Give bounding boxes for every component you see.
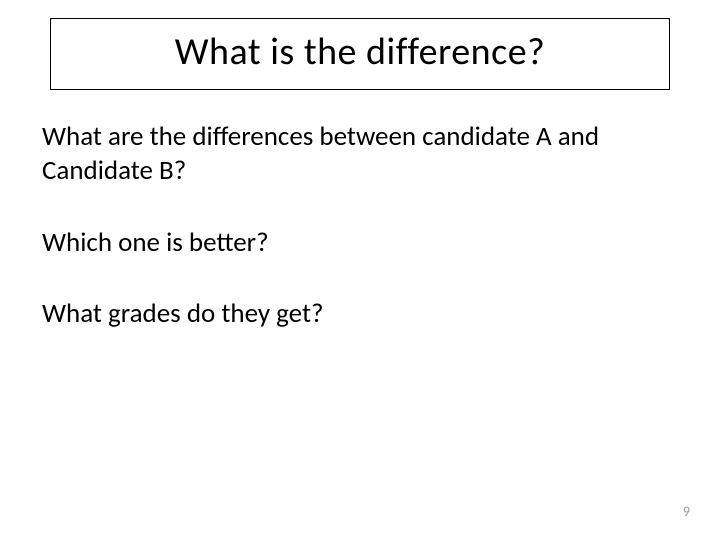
body-paragraph: What grades do they get? [42, 297, 678, 331]
body-paragraph: Which one is better? [42, 226, 678, 260]
page-number: 9 [683, 503, 690, 520]
body-text-area: What are the differences between candida… [40, 120, 680, 331]
page-title: What is the difference? [71, 29, 649, 75]
slide-container: What is the difference? What are the dif… [0, 0, 720, 540]
title-box: What is the difference? [50, 18, 670, 90]
body-paragraph: What are the differences between candida… [42, 120, 678, 188]
